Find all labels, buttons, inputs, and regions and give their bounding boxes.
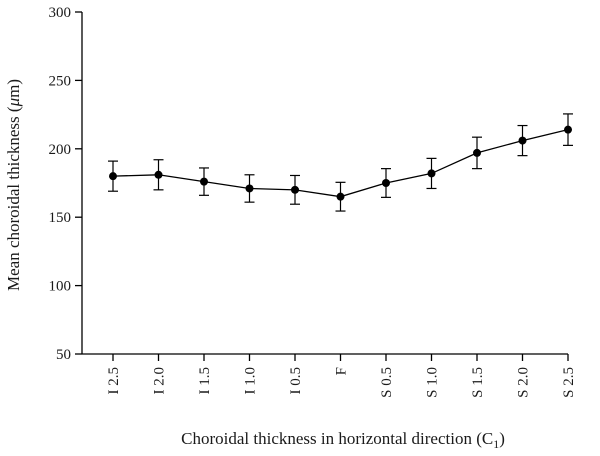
chart-axes (81, 12, 568, 355)
x-tick-label: I 0.5 (288, 367, 304, 395)
data-point (291, 185, 299, 194)
x-tick-label: I 2.5 (106, 367, 122, 395)
x-tick-label: S 2.0 (516, 367, 532, 398)
error-bars (108, 113, 573, 212)
data-point (473, 148, 481, 157)
data-point (336, 192, 345, 201)
data-point (427, 169, 436, 178)
data-point (564, 125, 572, 134)
x-tick-label: I 1.5 (197, 367, 213, 395)
y-tick-label: 150 (49, 210, 72, 226)
x-tick-label: S 1.0 (425, 367, 441, 398)
y-tick-label: 250 (49, 73, 72, 89)
data-point (200, 177, 208, 186)
y-tick-label: 50 (56, 347, 71, 363)
x-tick-label: I 2.0 (152, 367, 168, 395)
y-axis-ticks: 50 100 150 200 250 300 (49, 5, 82, 363)
data-point (382, 179, 390, 187)
data-series (109, 125, 572, 201)
x-tick-label: I 1.0 (243, 367, 259, 395)
data-point (109, 172, 117, 181)
data-point (245, 184, 254, 193)
y-tick-label: 100 (49, 279, 72, 295)
x-axis-ticks: I 2.5 I 2.0 I 1.5 I 1.0 I 0.5 F S 0.5 S 1.0 S 1.… (106, 354, 577, 398)
data-point (154, 170, 163, 179)
x-tick-label: S 2.5 (561, 367, 577, 398)
y-axis-title: Mean choroidal thickness (μm) (4, 79, 23, 291)
y-tick-label: 200 (49, 142, 72, 158)
x-tick-label: F (334, 367, 350, 375)
data-point (518, 136, 527, 145)
x-tick-label: S 1.5 (470, 367, 486, 398)
x-axis-title: Choroidal thickness in horizontal direct… (181, 429, 505, 451)
x-tick-label: S 0.5 (379, 367, 395, 398)
y-tick-label: 300 (49, 5, 72, 21)
